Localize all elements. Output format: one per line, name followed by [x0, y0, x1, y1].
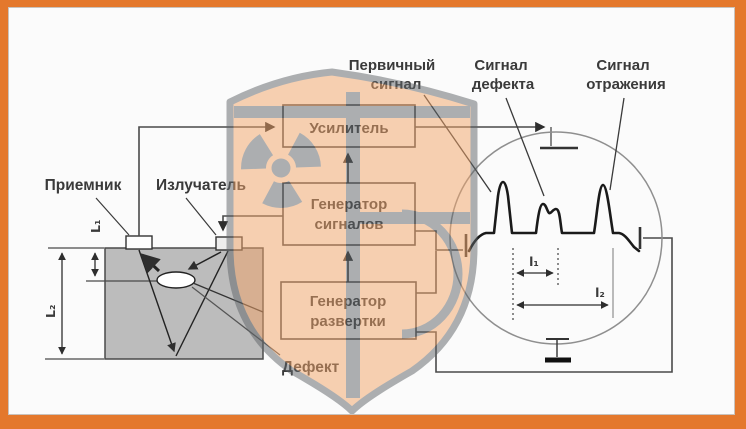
- beam-defect-to-receiver: [139, 252, 161, 274]
- depth-l1-label: L₁: [88, 220, 103, 233]
- receiver-leader-line: [95, 197, 130, 236]
- defect-flaw: [156, 271, 196, 289]
- sweep-generator-block: [280, 281, 417, 340]
- trace-l1-label: l₁: [529, 254, 539, 269]
- wire-sweepgen-to-junction: [416, 251, 437, 294]
- wire-siggen-to-emitter: [217, 215, 283, 232]
- signal-generator-block: [282, 182, 416, 246]
- defect-signal-leader-line: [505, 97, 545, 197]
- emitter-transducer: [215, 236, 243, 251]
- test-specimen-block: [104, 247, 264, 360]
- primary-signal-label-line1: Первичный: [349, 57, 436, 74]
- defect-label: Дефект: [282, 359, 340, 376]
- oscillogram-trace: [467, 180, 641, 253]
- primary-signal-label-line2: сигнал: [371, 76, 422, 93]
- receiver-transducer: [125, 235, 153, 250]
- emitter-label: Излучатель: [156, 177, 246, 194]
- signal-generator-label-line1: Генератор: [311, 196, 387, 213]
- sweep-generator-label-line1: Генератор: [310, 293, 386, 310]
- trace-l2-label: l₂: [595, 285, 605, 300]
- wire-siggen-to-left-plate: [415, 230, 463, 251]
- defect-signal-label-line2: дефекта: [472, 76, 535, 93]
- reflection-signal-label-line1: Сигнал: [596, 57, 649, 74]
- crt-screen-circle: [449, 131, 663, 345]
- primary-signal-leader-line: [423, 94, 492, 193]
- depth-l2-label: L₂: [43, 305, 58, 318]
- specimen-group: L₁ L₂: [43, 220, 264, 360]
- signal-generator-label-line2: сигналов: [315, 216, 384, 233]
- receiver-label: Приемник: [45, 177, 122, 194]
- block-diagram-group: Усилитель Генератор сигналов Генератор р…: [280, 104, 417, 340]
- defect-signal-label-line1: Сигнал: [474, 57, 527, 74]
- reflection-signal-leader-line: [609, 97, 625, 191]
- amplifier-label: Усилитель: [309, 120, 388, 137]
- beam-bottom-to-emitter: [175, 250, 229, 357]
- emitter-leader-line: [185, 197, 217, 236]
- crt-screen-group: l₁ l₂: [449, 131, 663, 363]
- sweep-generator-label-line2: развертки: [310, 313, 386, 330]
- reflection-signal-label-line2: отражения: [586, 76, 665, 93]
- beam-emitter-to-defect: [187, 251, 222, 270]
